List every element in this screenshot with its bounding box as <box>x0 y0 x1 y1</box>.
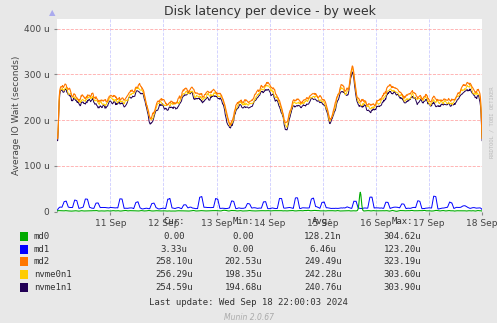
Text: 128.21n: 128.21n <box>304 232 342 241</box>
Text: Avg:: Avg: <box>312 217 334 226</box>
Text: 323.19u: 323.19u <box>384 257 421 266</box>
Text: RRDTOOL / TOBI OETIKER: RRDTOOL / TOBI OETIKER <box>490 87 495 159</box>
Text: Min:: Min: <box>233 217 254 226</box>
Text: 242.28u: 242.28u <box>304 270 342 279</box>
Text: 0.00: 0.00 <box>233 232 254 241</box>
Text: md1: md1 <box>34 245 50 254</box>
Y-axis label: Average IO Wait (seconds): Average IO Wait (seconds) <box>12 56 21 175</box>
Text: 303.90u: 303.90u <box>384 283 421 292</box>
Text: 258.10u: 258.10u <box>155 257 193 266</box>
Text: 202.53u: 202.53u <box>225 257 262 266</box>
Text: Cur:: Cur: <box>163 217 185 226</box>
Text: 256.29u: 256.29u <box>155 270 193 279</box>
Text: 6.46u: 6.46u <box>310 245 336 254</box>
Text: 0.00: 0.00 <box>163 232 185 241</box>
Text: md2: md2 <box>34 257 50 266</box>
Text: Munin 2.0.67: Munin 2.0.67 <box>224 313 273 322</box>
Text: ▲: ▲ <box>49 8 55 17</box>
Text: Last update: Wed Sep 18 22:00:03 2024: Last update: Wed Sep 18 22:00:03 2024 <box>149 298 348 307</box>
Text: 198.35u: 198.35u <box>225 270 262 279</box>
Text: 249.49u: 249.49u <box>304 257 342 266</box>
Text: nvme1n1: nvme1n1 <box>34 283 72 292</box>
Text: 303.60u: 303.60u <box>384 270 421 279</box>
Text: md0: md0 <box>34 232 50 241</box>
Text: 194.68u: 194.68u <box>225 283 262 292</box>
Text: 123.20u: 123.20u <box>384 245 421 254</box>
Text: nvme0n1: nvme0n1 <box>34 270 72 279</box>
Text: 254.59u: 254.59u <box>155 283 193 292</box>
Text: 240.76u: 240.76u <box>304 283 342 292</box>
Title: Disk latency per device - by week: Disk latency per device - by week <box>164 5 376 18</box>
Text: 3.33u: 3.33u <box>161 245 187 254</box>
Text: 0.00: 0.00 <box>233 245 254 254</box>
Text: 304.62u: 304.62u <box>384 232 421 241</box>
Text: Max:: Max: <box>392 217 414 226</box>
